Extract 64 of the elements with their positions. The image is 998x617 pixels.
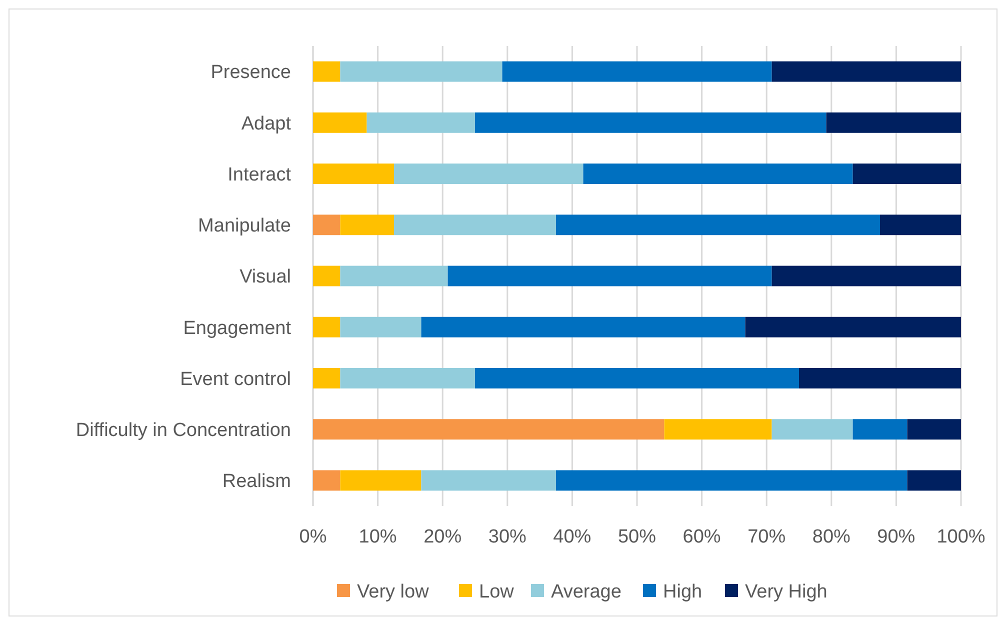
bar (340, 61, 502, 82)
bar (313, 368, 340, 388)
bar (852, 419, 908, 440)
bar (394, 214, 556, 236)
bar (772, 266, 961, 286)
x-tick-label: 0% (299, 526, 327, 548)
x-tick-label: 70% (748, 526, 786, 548)
x-tick-label: 90% (877, 526, 916, 548)
y-tick-label: Interact (228, 164, 292, 186)
x-tick-label: 50% (618, 526, 656, 548)
bar (799, 368, 961, 388)
bar (313, 470, 340, 491)
y-tick-label: Realism (222, 471, 291, 492)
legend-label: Low (479, 582, 514, 603)
x-tick-label: 60% (682, 526, 721, 548)
x-tick-label: 30% (488, 526, 527, 548)
bar (448, 266, 772, 286)
bar (745, 316, 961, 338)
x-tick-label: 80% (812, 526, 851, 548)
bar (313, 214, 340, 236)
bar (907, 470, 961, 491)
bar (366, 112, 475, 133)
bar (313, 164, 394, 184)
y-tick-label: Event control (180, 368, 291, 390)
bar (826, 112, 961, 133)
bar (421, 316, 746, 338)
bar (340, 214, 394, 236)
bar (421, 470, 556, 491)
bar (313, 419, 664, 440)
bar (852, 164, 961, 184)
bar (556, 214, 880, 236)
bar (475, 368, 799, 388)
bar (340, 470, 422, 491)
x-tick-label: 10% (358, 526, 397, 548)
x-tick-label: 20% (424, 526, 462, 548)
bar (313, 266, 340, 286)
bar (556, 470, 908, 491)
y-tick-label: Manipulate (198, 216, 291, 237)
bar (772, 61, 961, 82)
legend-label: Very High (745, 582, 828, 603)
bar (394, 164, 584, 184)
x-tick-label: 40% (553, 526, 592, 548)
bar (502, 61, 772, 82)
bar (340, 266, 448, 286)
bar (880, 214, 961, 236)
bar (907, 419, 961, 440)
y-tick-label: Engagement (183, 318, 292, 339)
y-tick-label: Presence (210, 62, 291, 84)
bar (583, 164, 853, 184)
x-tick-label: 100% (936, 526, 986, 548)
bar (664, 419, 772, 440)
y-tick-label: Visual (240, 266, 291, 288)
bar (340, 316, 422, 338)
bar (475, 112, 826, 133)
legend-label: Very low (357, 582, 430, 603)
bar (340, 368, 475, 388)
bar (313, 316, 340, 338)
legend-label: Average (551, 582, 622, 603)
bar (313, 112, 367, 133)
legend-label: High (663, 582, 702, 603)
y-tick-label: Adapt (241, 113, 292, 134)
y-tick-label: Difficulty in Concentration (76, 420, 291, 441)
bar (772, 419, 853, 440)
bar (313, 61, 340, 82)
